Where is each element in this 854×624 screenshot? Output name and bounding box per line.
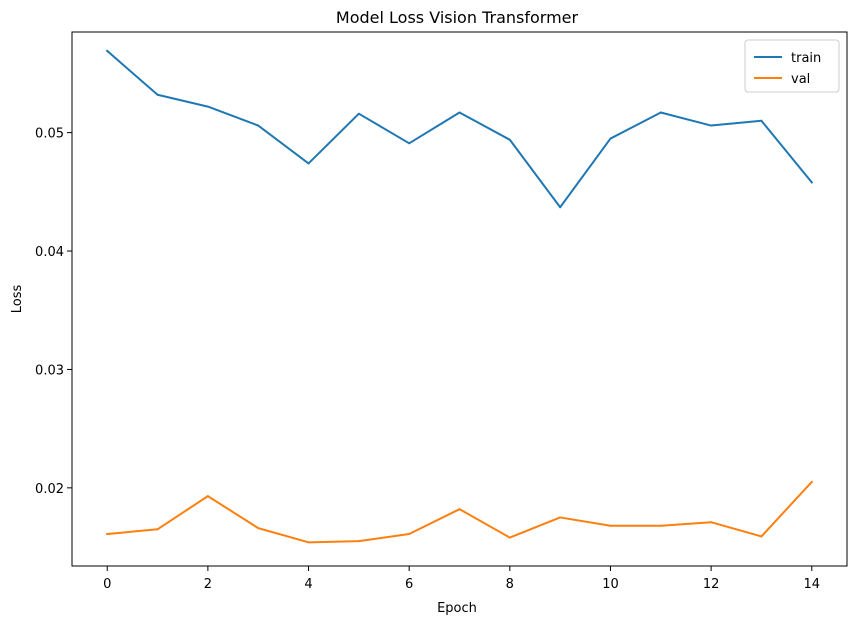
data-point-train-5: [357, 112, 360, 115]
data-point-val-14: [810, 480, 813, 483]
y-tick-label: 0.02: [35, 482, 64, 497]
data-point-val-11: [659, 524, 662, 527]
data-point-val-8: [508, 536, 511, 539]
data-point-val-0: [106, 533, 109, 536]
data-point-train-13: [760, 119, 763, 122]
legend-label-val: val: [791, 72, 810, 87]
data-point-train-8: [508, 138, 511, 141]
data-point-train-0: [106, 49, 109, 52]
x-tick-label: 8: [506, 577, 514, 592]
data-point-train-3: [257, 124, 260, 127]
data-point-train-7: [458, 111, 461, 114]
plot-area: [105, 49, 814, 544]
y-tick-label: 0.04: [35, 245, 64, 260]
data-point-train-9: [559, 206, 562, 209]
data-point-train-12: [710, 124, 713, 127]
x-axis-ticks: 0 2 4 6 8 10 12 14: [103, 566, 820, 592]
x-axis-label: Epoch: [437, 601, 477, 616]
x-tick-label: 4: [304, 577, 312, 592]
data-point-val-6: [408, 533, 411, 536]
x-tick-label: 14: [803, 577, 820, 592]
data-point-val-7: [458, 508, 461, 511]
legend-label-train: train: [791, 51, 821, 66]
data-point-train-1: [156, 93, 159, 96]
legend: train val: [744, 39, 840, 93]
data-point-val-1: [156, 528, 159, 531]
data-point-val-5: [357, 540, 360, 543]
x-tick-label: 12: [703, 577, 720, 592]
y-tick-label: 0.03: [35, 363, 64, 378]
x-tick-label: 0: [103, 577, 111, 592]
data-point-train-10: [609, 137, 612, 140]
data-point-train-4: [307, 162, 310, 165]
data-point-val-2: [206, 495, 209, 498]
data-point-val-13: [760, 535, 763, 538]
data-point-val-12: [710, 521, 713, 524]
x-tick-label: 2: [204, 577, 212, 592]
series-line-train: [105, 49, 814, 209]
data-point-train-6: [408, 142, 411, 145]
data-point-val-9: [559, 516, 562, 519]
series-line-val: [106, 480, 814, 544]
y-tick-label: 0.05: [35, 127, 64, 142]
chart-title: Model Loss Vision Transformer: [336, 8, 579, 27]
y-axis-label: Loss: [10, 285, 25, 314]
data-point-val-4: [307, 541, 310, 544]
data-point-train-2: [206, 105, 209, 108]
x-tick-label: 10: [602, 577, 619, 592]
plot-frame: [71, 31, 848, 567]
x-tick-label: 6: [405, 577, 413, 592]
data-point-val-10: [609, 524, 612, 527]
y-axis-ticks: 0.02 0.03 0.04 0.05: [35, 127, 72, 497]
data-point-val-3: [257, 527, 260, 530]
data-point-train-14: [810, 181, 813, 184]
data-point-train-11: [659, 111, 662, 114]
